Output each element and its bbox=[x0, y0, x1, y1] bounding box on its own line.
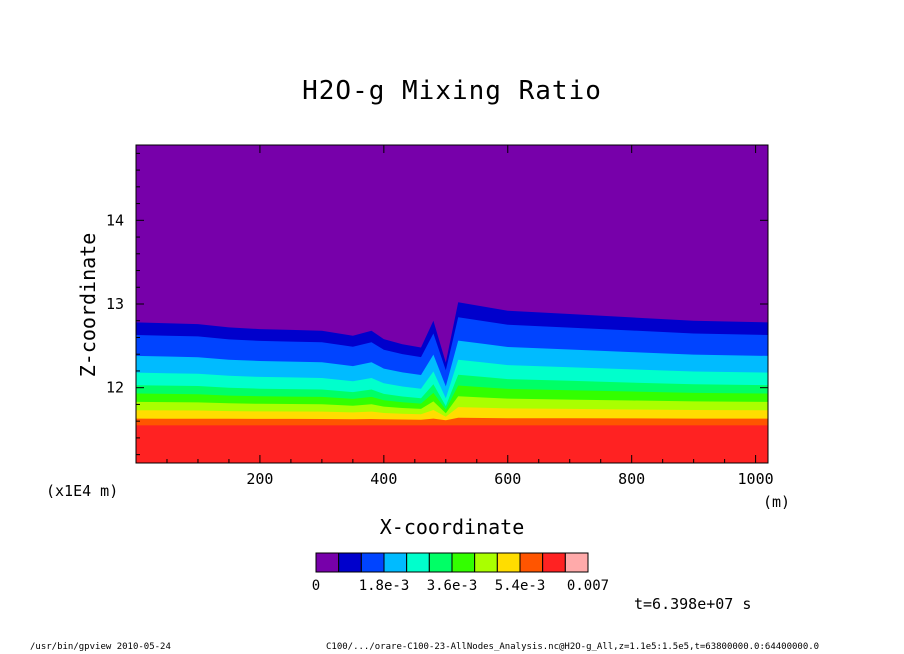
y-axis-unit: (x1E4 m) bbox=[46, 482, 119, 500]
colorbar-swatch bbox=[542, 552, 566, 573]
contour-bands bbox=[136, 145, 768, 463]
colorbar-swatch bbox=[451, 552, 476, 573]
colorbar-swatch bbox=[428, 552, 453, 573]
chart-title: H2O-g Mixing Ratio bbox=[302, 76, 602, 106]
x-axis-unit: (m) bbox=[763, 493, 791, 511]
colorbar-swatch bbox=[360, 552, 385, 573]
y-tick-label: 12 bbox=[106, 379, 124, 397]
time-readout: t=6.398e+07 s bbox=[634, 595, 752, 613]
colorbar-label: 0 bbox=[312, 578, 320, 594]
colorbar-swatch bbox=[406, 552, 430, 573]
colorbar-label: 0.007 bbox=[567, 578, 609, 594]
colorbar-swatch bbox=[315, 552, 340, 573]
colorbar-label: 1.8e-3 bbox=[359, 578, 410, 594]
colorbar-swatch bbox=[383, 552, 408, 573]
x-tick-label: 800 bbox=[618, 470, 645, 488]
band-surface bbox=[136, 425, 768, 463]
x-tick-label: 600 bbox=[494, 470, 521, 488]
y-axis-ticks: 12 13 14 bbox=[106, 152, 768, 456]
y-tick-label: 14 bbox=[106, 211, 124, 229]
colorbar-swatch bbox=[474, 552, 498, 573]
x-tick-label: 1000 bbox=[738, 470, 774, 488]
footer-program-date: /usr/bin/gpview 2010-05-24 bbox=[30, 642, 171, 652]
colorbar-swatch bbox=[519, 552, 544, 573]
colorbar-swatch bbox=[338, 552, 362, 573]
x-axis-ticks: 200 400 600 800 1000 bbox=[166, 145, 774, 488]
colorbar: 0 1.8e-3 3.6e-3 5.4e-3 0.007 bbox=[312, 552, 609, 594]
colorbar-swatch bbox=[564, 552, 589, 573]
x-axis-label: X-coordinate bbox=[379, 515, 525, 539]
colorbar-label: 3.6e-3 bbox=[427, 578, 478, 594]
footer-file-path: C100/.../orare-C100-23-AllNodes_Analysis… bbox=[326, 642, 820, 652]
colorbar-swatch bbox=[496, 552, 521, 573]
x-tick-label: 400 bbox=[370, 470, 397, 488]
x-tick-label: 200 bbox=[246, 470, 273, 488]
colorbar-label: 5.4e-3 bbox=[495, 578, 546, 594]
y-tick-label: 13 bbox=[106, 295, 124, 313]
